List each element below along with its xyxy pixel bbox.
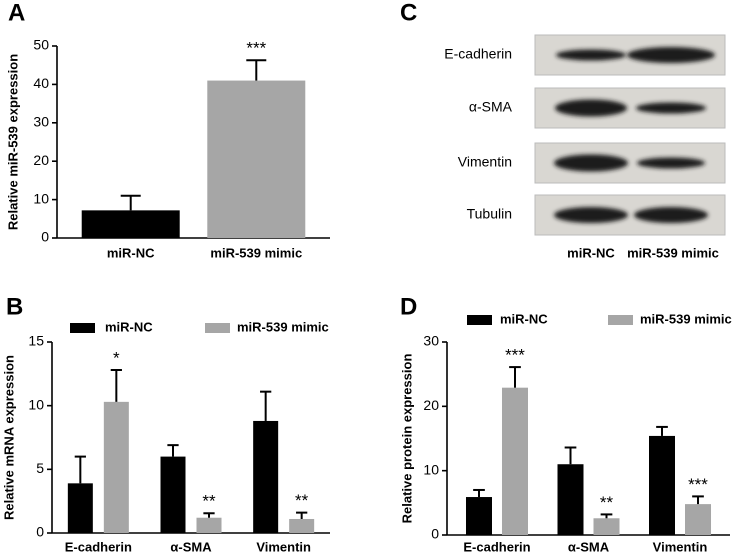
- y-tick-label: 20: [33, 152, 49, 168]
- error-bar: [246, 59, 267, 81]
- y-tick-label: 30: [423, 333, 439, 349]
- legend-label: miR-539 mimic: [237, 319, 329, 334]
- bar: [253, 420, 279, 533]
- x-tick-label: E-cadherin: [463, 539, 530, 554]
- significance-label: **: [600, 493, 614, 512]
- bar: [196, 517, 222, 533]
- blot-band: [637, 157, 705, 169]
- significance-label: **: [295, 491, 309, 510]
- significance-label: ***: [246, 39, 266, 58]
- panel-label: A: [8, 0, 25, 26]
- error-bar: [260, 390, 272, 421]
- y-axis-label: Relative mRNA expression: [1, 355, 16, 520]
- y-tick-label: 0: [431, 526, 439, 542]
- y-tick-label: 0: [41, 229, 49, 245]
- blot-band: [556, 49, 626, 61]
- panel-label: D: [400, 293, 417, 320]
- y-tick-label: 5: [36, 460, 44, 476]
- error-bar: [473, 488, 485, 498]
- x-tick-label: miR-539 mimic: [210, 245, 302, 260]
- x-tick-label: E-cadherin: [65, 539, 132, 554]
- error-bar: [656, 425, 668, 436]
- significance-label: ***: [688, 475, 708, 494]
- x-tick-label: miR-NC: [107, 245, 155, 260]
- bar: [207, 80, 306, 238]
- error-bar: [74, 455, 86, 484]
- error-bar: [600, 513, 613, 519]
- legend-swatch: [70, 323, 95, 333]
- significance-label: **: [202, 492, 216, 511]
- y-tick-label: 0: [36, 524, 44, 540]
- bar: [289, 518, 315, 533]
- bar: [67, 483, 93, 533]
- panel-label: C: [400, 0, 417, 26]
- significance-label: ***: [505, 346, 525, 365]
- blot-row-label: Tubulin: [467, 206, 512, 222]
- blot-column-label: miR-539 mimic: [627, 245, 719, 260]
- error-bar: [564, 446, 577, 465]
- y-tick-label: 15: [28, 333, 44, 349]
- bar: [103, 401, 129, 533]
- blot-band: [627, 47, 715, 63]
- blot-row-label: E-cadherin: [444, 46, 512, 62]
- blot-row-label: α-SMA: [469, 99, 513, 115]
- blot-band: [636, 102, 706, 114]
- blot-band: [554, 207, 628, 223]
- legend-swatch: [608, 315, 633, 325]
- y-tick-label: 40: [33, 75, 49, 91]
- error-bar: [167, 444, 179, 457]
- y-tick-label: 20: [423, 397, 439, 413]
- error-bar: [509, 366, 521, 388]
- y-tick-label: 50: [33, 37, 49, 53]
- y-axis-label: Relative miR-539 expression: [5, 54, 20, 230]
- y-tick-label: 30: [33, 114, 49, 130]
- error-bar: [203, 512, 215, 518]
- bar: [501, 387, 528, 535]
- x-tick-label: α-SMA: [568, 539, 610, 554]
- blot-band: [634, 207, 708, 223]
- blot-band: [555, 99, 627, 117]
- significance-label: *: [113, 348, 120, 367]
- y-axis-label: Relative protein expression: [399, 354, 414, 524]
- x-tick-label: α-SMA: [170, 539, 212, 554]
- bar: [557, 464, 584, 535]
- bar: [685, 504, 712, 535]
- blot-column-label: miR-NC: [567, 245, 615, 260]
- legend-label: miR-NC: [500, 311, 548, 326]
- blot-band: [554, 154, 628, 172]
- error-bar: [110, 369, 122, 402]
- y-tick-label: 10: [33, 190, 49, 206]
- x-tick-label: Vimentin: [653, 539, 708, 554]
- bar: [81, 210, 180, 238]
- legend-swatch: [467, 315, 492, 325]
- bar: [465, 497, 492, 535]
- error-bar: [120, 194, 141, 211]
- bar: [160, 456, 186, 533]
- bar: [593, 518, 620, 535]
- blot-row-label: Vimentin: [458, 154, 512, 170]
- legend-swatch: [205, 323, 230, 333]
- panel-label: B: [6, 293, 23, 320]
- bar: [649, 435, 676, 535]
- error-bar: [296, 511, 308, 519]
- y-tick-label: 10: [423, 461, 439, 477]
- x-tick-label: Vimentin: [256, 539, 311, 554]
- legend-label: miR-539 mimic: [640, 311, 732, 326]
- error-bar: [692, 495, 704, 505]
- legend-label: miR-NC: [105, 319, 153, 334]
- y-tick-label: 10: [28, 396, 44, 412]
